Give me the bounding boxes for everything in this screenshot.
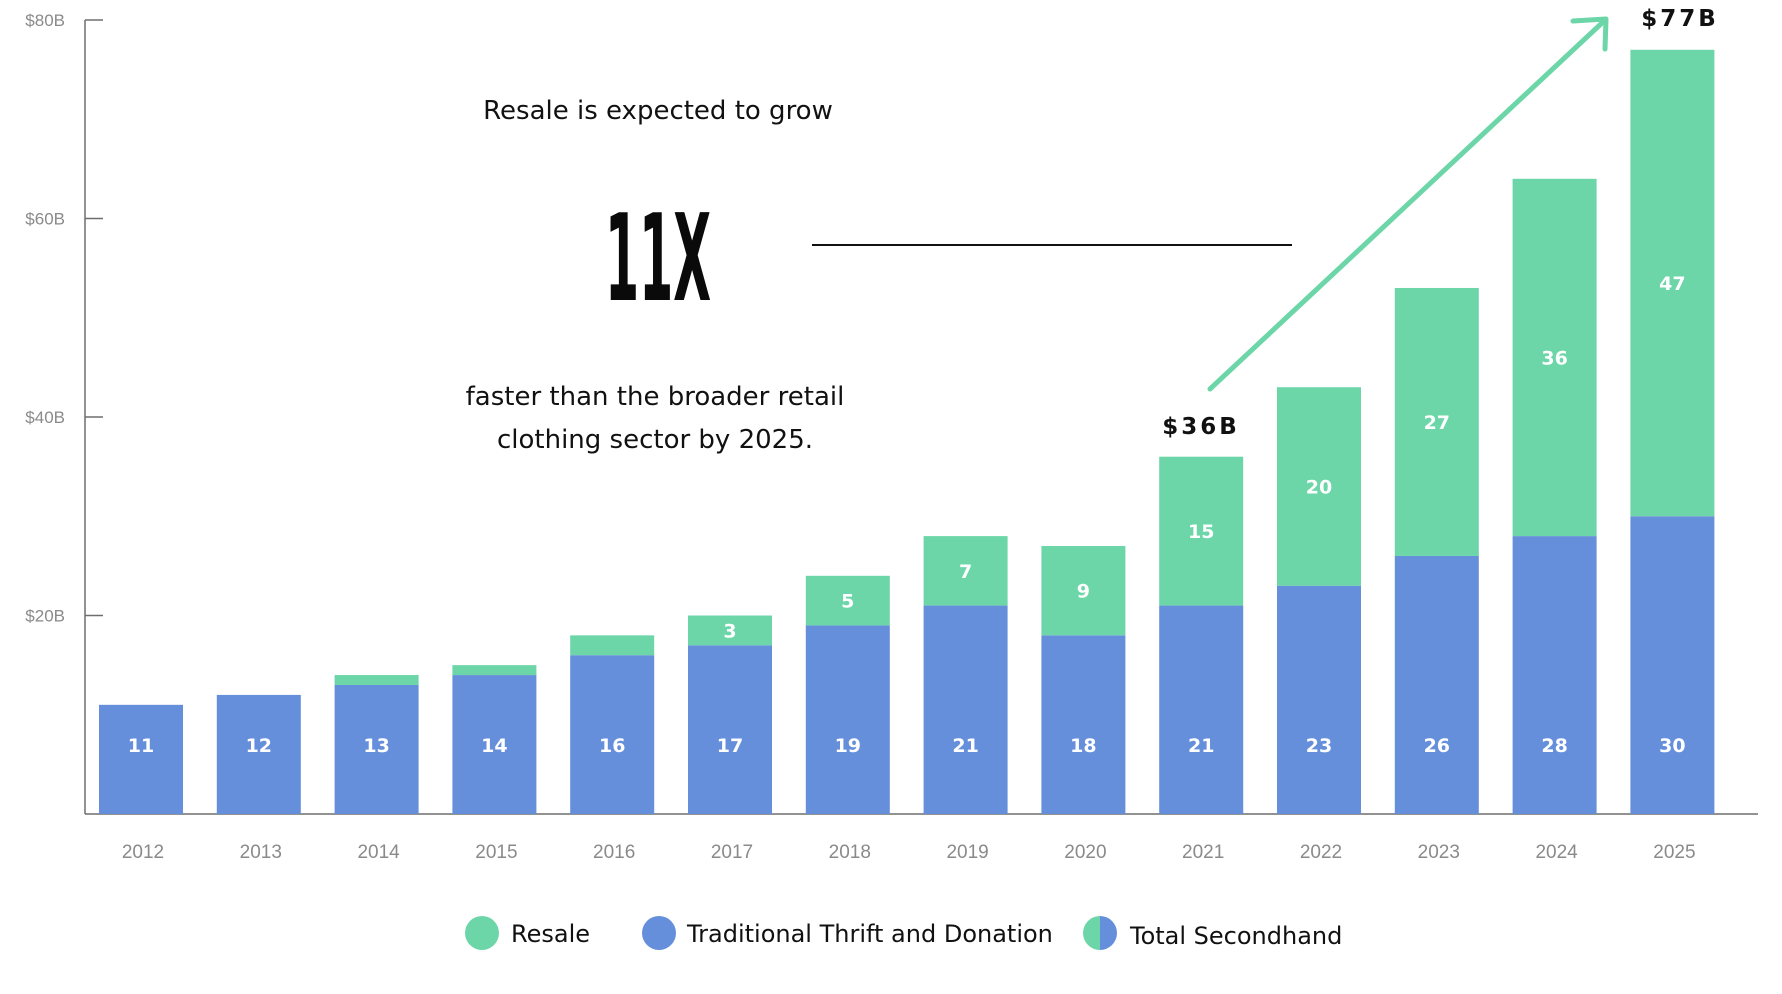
- bar-label-thrift: 21: [1188, 735, 1214, 757]
- legend-label-thrift: Traditional Thrift and Donation: [686, 920, 1053, 948]
- bar-segment-resale: [1394, 287, 1479, 556]
- bar-segment-resale: [452, 665, 537, 676]
- total-label-2021: $36B: [1162, 414, 1240, 440]
- bar-label-resale: 3: [723, 620, 736, 642]
- legend-swatch-thrift: [642, 916, 676, 950]
- legend-swatch-total-right: [1100, 916, 1117, 950]
- bar-segment-thrift: [1159, 605, 1244, 814]
- x-tick-label: 2019: [946, 842, 988, 863]
- x-tick-label: 2015: [475, 842, 517, 863]
- bar-label-thrift: 23: [1306, 735, 1332, 757]
- bar-segment-thrift: [1277, 585, 1361, 814]
- bar-label-thrift: 12: [246, 735, 272, 757]
- bar-segment-resale: [1512, 178, 1597, 537]
- bar-segment-thrift: [1041, 635, 1126, 814]
- x-tick-label: 2020: [1064, 842, 1106, 863]
- bar-segment-resale: [1630, 49, 1715, 517]
- growth-arrow-head: [1570, 16, 1609, 52]
- bar-segment-resale: [1159, 456, 1244, 606]
- legend-swatch-resale: [465, 916, 499, 950]
- legend-swatch-total: [1083, 916, 1117, 950]
- bar-segment-thrift: [923, 605, 1008, 814]
- bar-label-thrift: 30: [1659, 735, 1685, 757]
- bar-segment-resale: [923, 536, 1008, 606]
- bar-segment-resale: [1041, 546, 1126, 636]
- bar-label-thrift: 17: [717, 735, 743, 757]
- x-tick-label: 2012: [122, 842, 164, 863]
- bar-segment-thrift: [99, 704, 183, 814]
- callout-big-number: 11X: [605, 190, 711, 329]
- bar-label-resale: 5: [841, 591, 854, 613]
- legend-swatch-total-left: [1083, 916, 1100, 950]
- callout-line-3: clothing sector by 2025.: [497, 425, 813, 455]
- bar-segment-thrift: [805, 625, 890, 814]
- callout-line-1: Resale is expected to grow: [483, 96, 833, 126]
- bar-segment-thrift: [688, 645, 772, 814]
- x-tick-label: 2018: [829, 842, 871, 863]
- x-tick-label: 2023: [1418, 842, 1460, 863]
- callout: Resale is expected to grow 11X faster th…: [466, 96, 1292, 455]
- legend-label-total: Total Secondhand: [1129, 922, 1342, 950]
- bar-segment-thrift: [216, 694, 301, 814]
- annotations: $36B $77B: [1162, 6, 1719, 440]
- growth-arrow-shaft: [1207, 19, 1606, 392]
- total-label-2025: $77B: [1641, 6, 1719, 32]
- x-tick-label: 2016: [593, 842, 635, 863]
- x-tick-label: 2024: [1535, 842, 1578, 863]
- bar-label-resale: 15: [1188, 521, 1214, 543]
- y-tick-label: $80B: [25, 11, 65, 30]
- bar-label-thrift: 28: [1541, 735, 1567, 757]
- x-tick-label: 2021: [1182, 842, 1224, 863]
- bar-label-resale: 27: [1424, 412, 1450, 434]
- bar-segment-thrift: [570, 655, 655, 814]
- bar-label-resale: 7: [959, 561, 972, 583]
- bar-segment-resale: [1277, 387, 1361, 586]
- bar-segment-resale: [805, 575, 890, 626]
- callout-line-2: faster than the broader retail: [466, 382, 845, 412]
- bar-segment-thrift: [334, 684, 419, 814]
- x-tick-label: 2025: [1653, 842, 1695, 863]
- y-tick-label: $40B: [25, 408, 65, 427]
- x-tick-label: 2013: [240, 842, 282, 863]
- bar-segment-thrift: [452, 675, 537, 814]
- x-tick-label: 2014: [357, 842, 400, 863]
- bar-label-thrift: 16: [599, 735, 625, 757]
- bars: 11 12 13 14 16 17 3 19 5 21 7 18 9 21 15 23 20 26 27 28 36 30…: [99, 49, 1715, 814]
- bar-label-resale: 36: [1541, 347, 1567, 369]
- bar-label-thrift: 11: [128, 735, 154, 757]
- bar-label-thrift: 26: [1424, 735, 1450, 757]
- legend: Resale Traditional Thrift and Donation T…: [465, 916, 1342, 950]
- y-tick-label: $60B: [25, 210, 65, 229]
- bar-segment-resale: [570, 635, 655, 656]
- bar-segment-thrift: [1512, 536, 1597, 814]
- y-tick-label: $20B: [25, 607, 65, 626]
- bar-label-resale: 9: [1077, 581, 1090, 603]
- bar-label-thrift: 13: [363, 735, 389, 757]
- bar-segment-resale: [688, 615, 772, 646]
- bar-segment-resale: [334, 675, 419, 685]
- x-tick-label: 2017: [711, 842, 753, 863]
- bar-label-thrift: 21: [952, 735, 978, 757]
- bar-label-resale: 47: [1659, 273, 1685, 295]
- bar-label-thrift: 19: [835, 735, 861, 757]
- bar-label-resale: 20: [1306, 476, 1332, 498]
- bar-label-thrift: 18: [1070, 735, 1096, 757]
- bar-label-thrift: 14: [481, 735, 507, 757]
- bar-segment-thrift: [1630, 516, 1715, 814]
- x-tick-label: 2022: [1300, 842, 1342, 863]
- legend-label-resale: Resale: [511, 920, 590, 948]
- bar-segment-thrift: [1394, 555, 1479, 814]
